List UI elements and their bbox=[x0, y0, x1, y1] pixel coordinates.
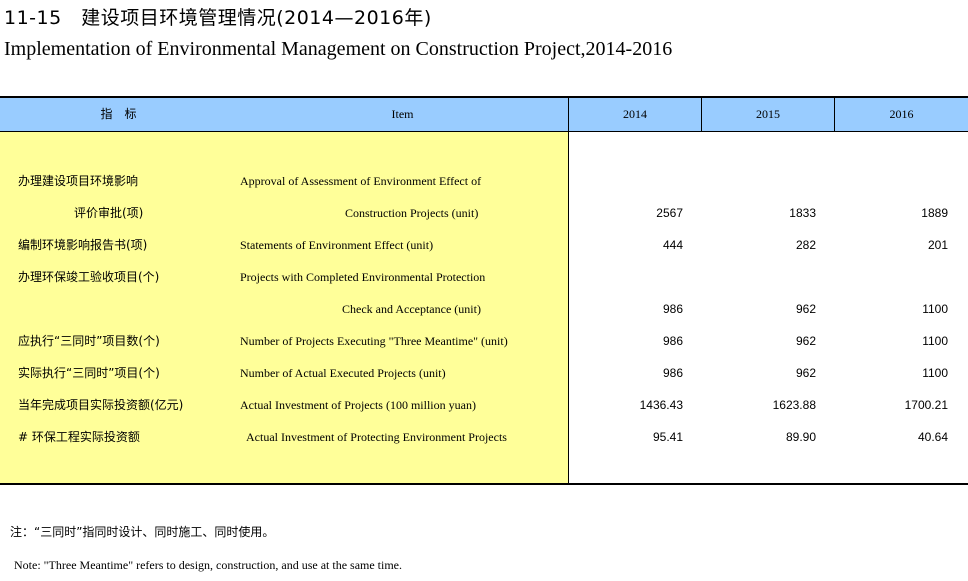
cell-2016: 1100 bbox=[922, 366, 948, 380]
cell-2014: 986 bbox=[662, 302, 683, 316]
table-row: 当年完成项目实际投资额(亿元) Actual Investment of Pro… bbox=[0, 397, 968, 429]
row-label-en: Statements of Environment Effect (unit) bbox=[240, 238, 434, 252]
table-title-en: Implementation of Environmental Manageme… bbox=[4, 38, 673, 60]
header-year-2015: 2015 bbox=[702, 98, 835, 131]
header-item-en: Item bbox=[237, 98, 569, 131]
data-table: 指 标 Item 2014 2015 2016 办理建设项目环境影响 Appro… bbox=[0, 96, 968, 485]
cell-2016: 1100 bbox=[922, 334, 948, 348]
row-label-cn: 编制环境影响报告书(项) bbox=[18, 238, 148, 252]
table-header: 指 标 Item 2014 2015 2016 bbox=[0, 98, 968, 132]
table-row: Check and Acceptance (unit) 986 962 1100 bbox=[0, 301, 968, 333]
cell-2016: 1700.21 bbox=[904, 398, 948, 412]
cell-2014: 95.41 bbox=[652, 430, 683, 444]
header-year-2014: 2014 bbox=[569, 98, 702, 131]
footnote-cn: 注：“三同时”指同时设计、同时施工、同时使用。 bbox=[10, 525, 275, 539]
header-year-2016: 2016 bbox=[889, 107, 914, 121]
footnote-en: Note: "Three Meantime" refers to design,… bbox=[14, 558, 403, 572]
row-label-cn: 当年完成项目实际投资额(亿元) bbox=[18, 398, 184, 412]
cell-2016: 40.64 bbox=[917, 430, 948, 444]
table-row: # 环保工程实际投资额 Actual Investment of Protect… bbox=[0, 429, 968, 461]
cell-2016: 1100 bbox=[922, 302, 948, 316]
cell-2015: 962 bbox=[795, 302, 816, 316]
top-rule bbox=[0, 96, 968, 98]
indicator-column-bg bbox=[0, 132, 569, 483]
cell-2014: 1436.43 bbox=[639, 398, 683, 412]
table-row: 应执行“三同时”项目数(个) Number of Projects Execut… bbox=[0, 333, 968, 365]
table-row: 编制环境影响报告书(项) Statements of Environment E… bbox=[0, 237, 968, 269]
row-label-en: Number of Actual Executed Projects (unit… bbox=[240, 366, 446, 380]
table-title-cn: 11-15 建设项目环境管理情况(2014—2016年) bbox=[4, 7, 432, 29]
table-row: 办理建设项目环境影响 Approval of Assessment of Env… bbox=[0, 173, 968, 205]
cell-2016: 1889 bbox=[921, 206, 948, 220]
cell-2015: 1833 bbox=[789, 206, 816, 220]
row-label-cn: 实际执行“三同时”项目(个) bbox=[18, 366, 160, 380]
row-label-en: Projects with Completed Environmental Pr… bbox=[240, 270, 486, 284]
cell-2014: 986 bbox=[662, 366, 683, 380]
row-label-en: Number of Projects Executing "Three Mean… bbox=[240, 334, 508, 348]
row-label-en: Actual Investment of Protecting Environm… bbox=[246, 430, 507, 444]
bottom-rule bbox=[0, 483, 968, 485]
cell-2014: 986 bbox=[662, 334, 683, 348]
row-label-cn: # 环保工程实际投资额 bbox=[18, 430, 140, 444]
row-label-cn: 评价审批(项) bbox=[74, 206, 144, 220]
row-label-cn: 应执行“三同时”项目数(个) bbox=[18, 334, 160, 348]
header-indicator-cn: 指 标 bbox=[100, 107, 137, 121]
row-label-cn: 办理建设项目环境影响 bbox=[18, 174, 139, 188]
cell-2015: 89.90 bbox=[785, 430, 816, 444]
row-label-en: Actual Investment of Projects (100 milli… bbox=[240, 398, 476, 412]
cell-2016: 201 bbox=[927, 238, 948, 252]
row-label-cn: 办理环保竣工验收项目(个) bbox=[18, 270, 160, 284]
cell-2015: 1623.88 bbox=[772, 398, 816, 412]
table-row: 办理环保竣工验收项目(个) Projects with Completed En… bbox=[0, 269, 968, 301]
table-row: 实际执行“三同时”项目(个) Number of Actual Executed… bbox=[0, 365, 968, 397]
cell-2015: 282 bbox=[795, 238, 816, 252]
row-label-en: Approval of Assessment of Environment Ef… bbox=[240, 174, 482, 188]
table-row: 评价审批(项) Construction Projects (unit) 256… bbox=[0, 205, 968, 237]
cell-2014: 444 bbox=[662, 238, 683, 252]
cell-2014: 2567 bbox=[656, 206, 683, 220]
row-label-en: Check and Acceptance (unit) bbox=[342, 302, 481, 316]
cell-2015: 962 bbox=[795, 334, 816, 348]
row-label-en: Construction Projects (unit) bbox=[345, 206, 479, 220]
cell-2015: 962 bbox=[795, 366, 816, 380]
